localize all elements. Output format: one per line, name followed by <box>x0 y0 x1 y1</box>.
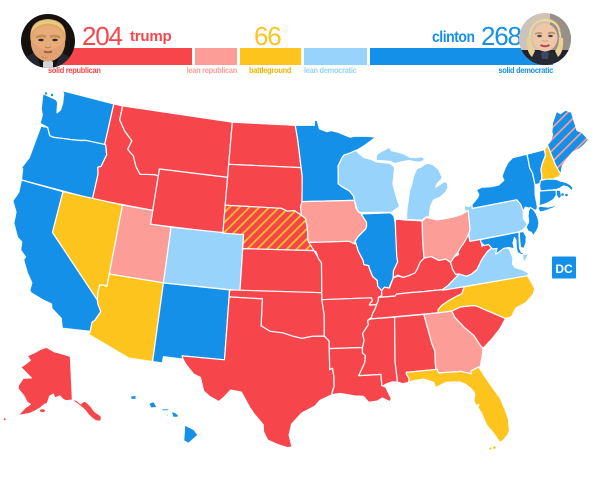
svg-text:DC: DC <box>555 262 573 276</box>
